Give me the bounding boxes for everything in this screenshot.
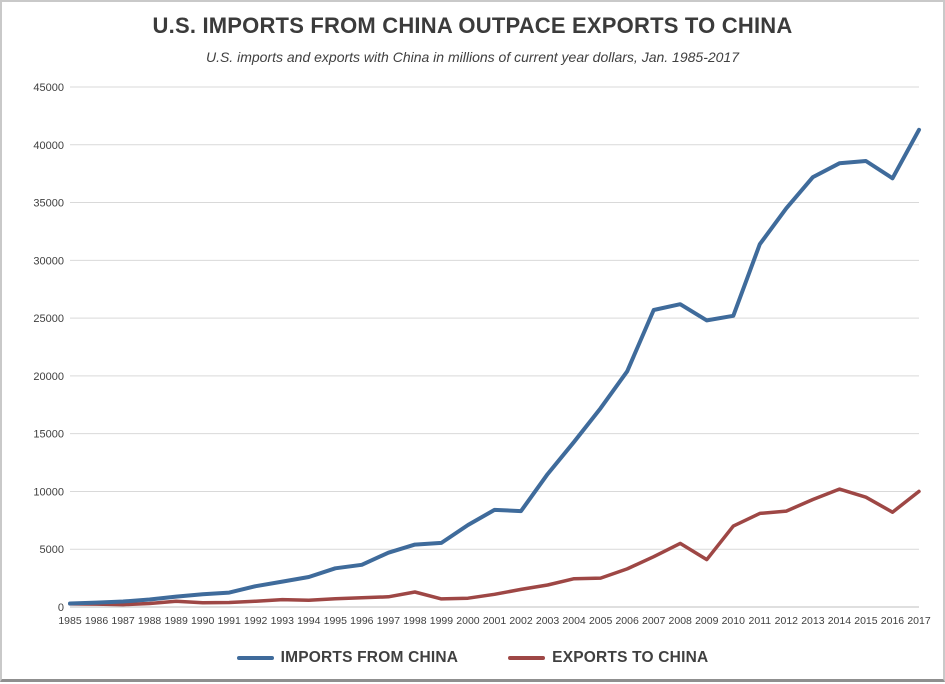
imports-line: [68, 127, 921, 606]
exports-legend-label: EXPORTS TO CHINA: [552, 649, 709, 666]
x-tick-label: 1989: [164, 615, 188, 627]
y-tick-label: 45000: [33, 82, 64, 94]
y-tick-label: 5000: [40, 544, 64, 556]
x-tick-label: 2010: [722, 615, 746, 627]
x-tick-label: 1992: [244, 615, 268, 627]
x-tick-label: 2000: [456, 615, 480, 627]
x-tick-label: 2013: [801, 615, 825, 627]
y-tick-label: 0: [58, 602, 64, 614]
x-tick-label: 2015: [854, 615, 878, 627]
x-tick-label: 2002: [509, 615, 533, 627]
x-tick-label: 1986: [85, 615, 109, 627]
y-tick-label: 10000: [33, 486, 64, 498]
x-tick-label: 1995: [324, 615, 348, 627]
x-tick-label: 2009: [695, 615, 719, 627]
imports-legend-label: IMPORTS FROM CHINA: [280, 649, 459, 666]
x-tick-label: 2005: [589, 615, 613, 627]
x-tick-label: 2006: [615, 615, 639, 627]
x-tick-label: 1985: [58, 615, 82, 627]
x-tick-label: 1988: [138, 615, 162, 627]
y-tick-label: 25000: [33, 313, 64, 325]
legend-item-imports: IMPORTS FROM CHINA: [236, 649, 459, 667]
x-tick-label: 2001: [483, 615, 507, 627]
x-tick-label: 2012: [775, 615, 799, 627]
x-tick-label: 2008: [669, 615, 693, 627]
x-tick-label: 1994: [297, 615, 321, 627]
x-tick-label: 2011: [749, 615, 772, 627]
x-tick-label: 1993: [271, 615, 295, 627]
exports-line: [68, 487, 921, 607]
x-tick-label: 1990: [191, 615, 215, 627]
x-tick-label: 1999: [430, 615, 454, 627]
x-tick-label: 2017: [907, 615, 931, 627]
x-tick-label: 2007: [642, 615, 666, 627]
y-tick-label: 15000: [33, 429, 64, 441]
exports-legend-swatch-icon: [508, 656, 546, 660]
x-tick-label: 2014: [828, 615, 852, 627]
legend-item-exports: EXPORTS TO CHINA: [508, 649, 708, 667]
y-tick-label: 20000: [33, 371, 64, 383]
y-tick-label: 40000: [33, 140, 64, 152]
x-tick-label: 2004: [562, 615, 586, 627]
x-tick-label: 2003: [536, 615, 560, 627]
legend: IMPORTS FROM CHINA EXPORTS TO CHINA: [2, 649, 943, 667]
chart-subtitle: U.S. imports and exports with China in m…: [205, 49, 740, 65]
y-tick-label: 35000: [33, 198, 64, 210]
x-tick-label: 1987: [111, 615, 135, 627]
x-tick-label: 1996: [350, 615, 374, 627]
x-tick-label: 1991: [218, 615, 242, 627]
y-tick-label: 30000: [33, 255, 64, 267]
x-tick-label: 1997: [377, 615, 401, 627]
chart-title: U.S. IMPORTS FROM CHINA OUTPACE EXPORTS …: [152, 13, 793, 38]
x-tick-label: 2016: [881, 615, 905, 627]
imports-legend-swatch-icon: [236, 656, 274, 660]
x-tick-label: 1998: [403, 615, 427, 627]
